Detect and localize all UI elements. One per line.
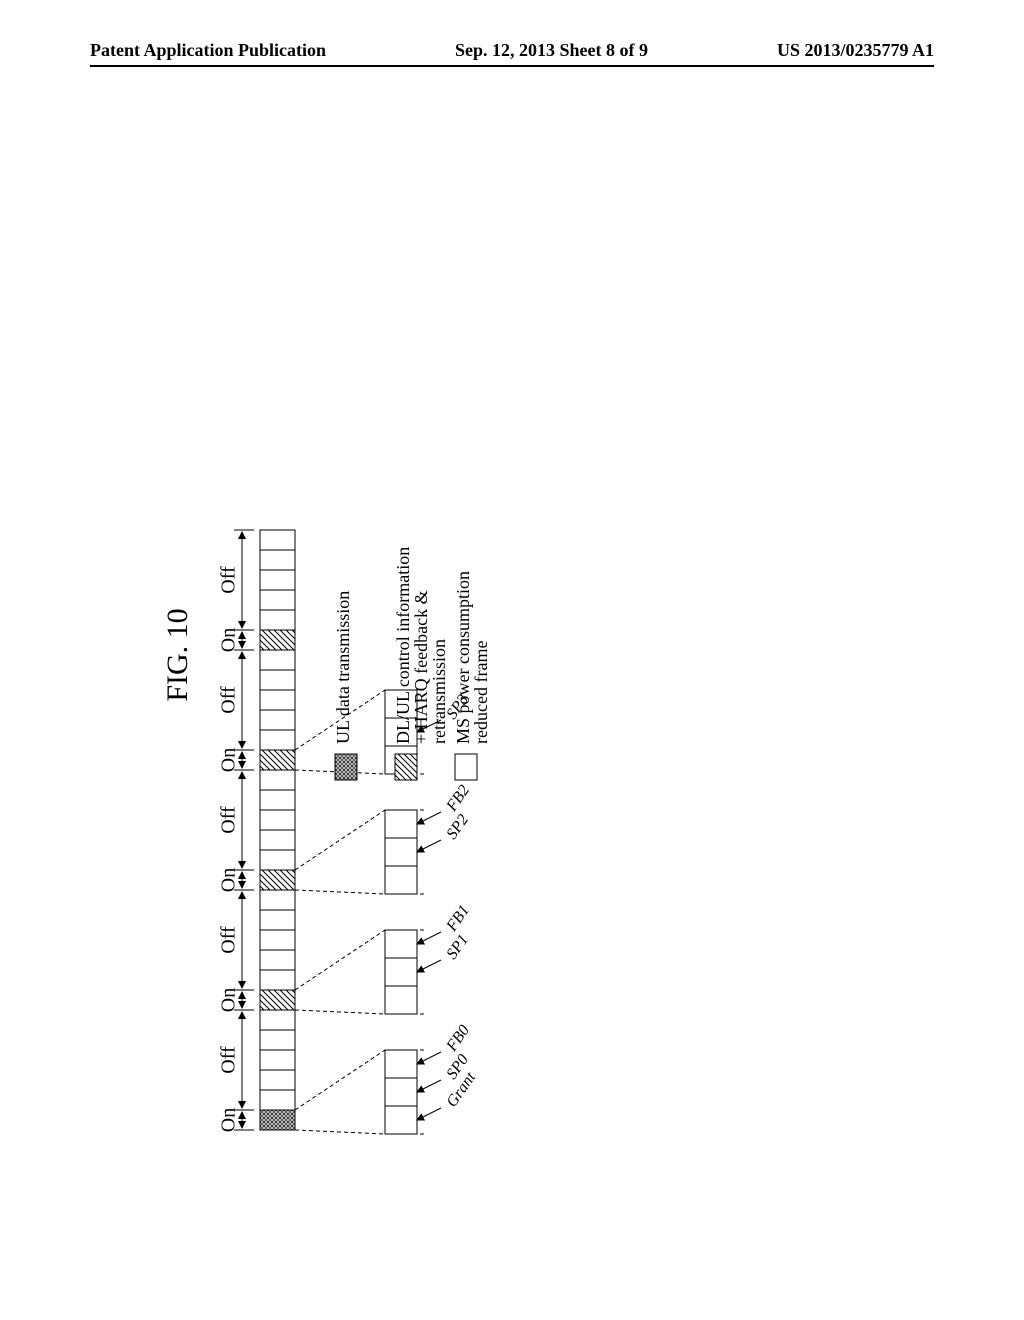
svg-text:Off: Off (218, 806, 240, 834)
svg-text:On: On (218, 628, 240, 652)
header-center: Sep. 12, 2013 Sheet 8 of 9 (455, 40, 648, 61)
svg-text:reduced frame: reduced frame (471, 641, 491, 744)
svg-text:On: On (218, 748, 240, 772)
svg-text:SP1: SP1 (443, 932, 472, 963)
svg-text:UL data transmission: UL data transmission (333, 591, 353, 744)
svg-text:Off: Off (218, 926, 240, 954)
figure-container: FIG. 10OnOffOnOffOnOffOnOffOnOffGrantSP0… (130, 150, 890, 1200)
header-right: US 2013/0235779 A1 (777, 40, 934, 61)
svg-text:DL/UL control information: DL/UL control information (393, 547, 413, 744)
svg-text:On: On (218, 988, 240, 1012)
svg-text:SP2: SP2 (443, 812, 472, 843)
header-left: Patent Application Publication (90, 40, 326, 61)
svg-text:FB1: FB1 (443, 902, 473, 935)
svg-text:On: On (218, 868, 240, 892)
svg-text:Off: Off (218, 566, 240, 594)
svg-text:Off: Off (218, 1046, 240, 1074)
svg-text:Off: Off (218, 686, 240, 714)
svg-text:retransmission: retransmission (429, 639, 449, 744)
svg-text:On: On (218, 1108, 240, 1132)
figure-svg: FIG. 10OnOffOnOffOnOffOnOffOnOffGrantSP0… (130, 150, 890, 1200)
svg-text:MS power consumption: MS power consumption (453, 571, 473, 744)
header-rule (90, 65, 934, 67)
svg-text:FB0: FB0 (443, 1022, 473, 1055)
svg-text:FB2: FB2 (443, 782, 473, 815)
svg-text:FIG. 10: FIG. 10 (161, 608, 194, 701)
svg-text:+ HARQ feedback &: + HARQ feedback & (411, 590, 431, 744)
